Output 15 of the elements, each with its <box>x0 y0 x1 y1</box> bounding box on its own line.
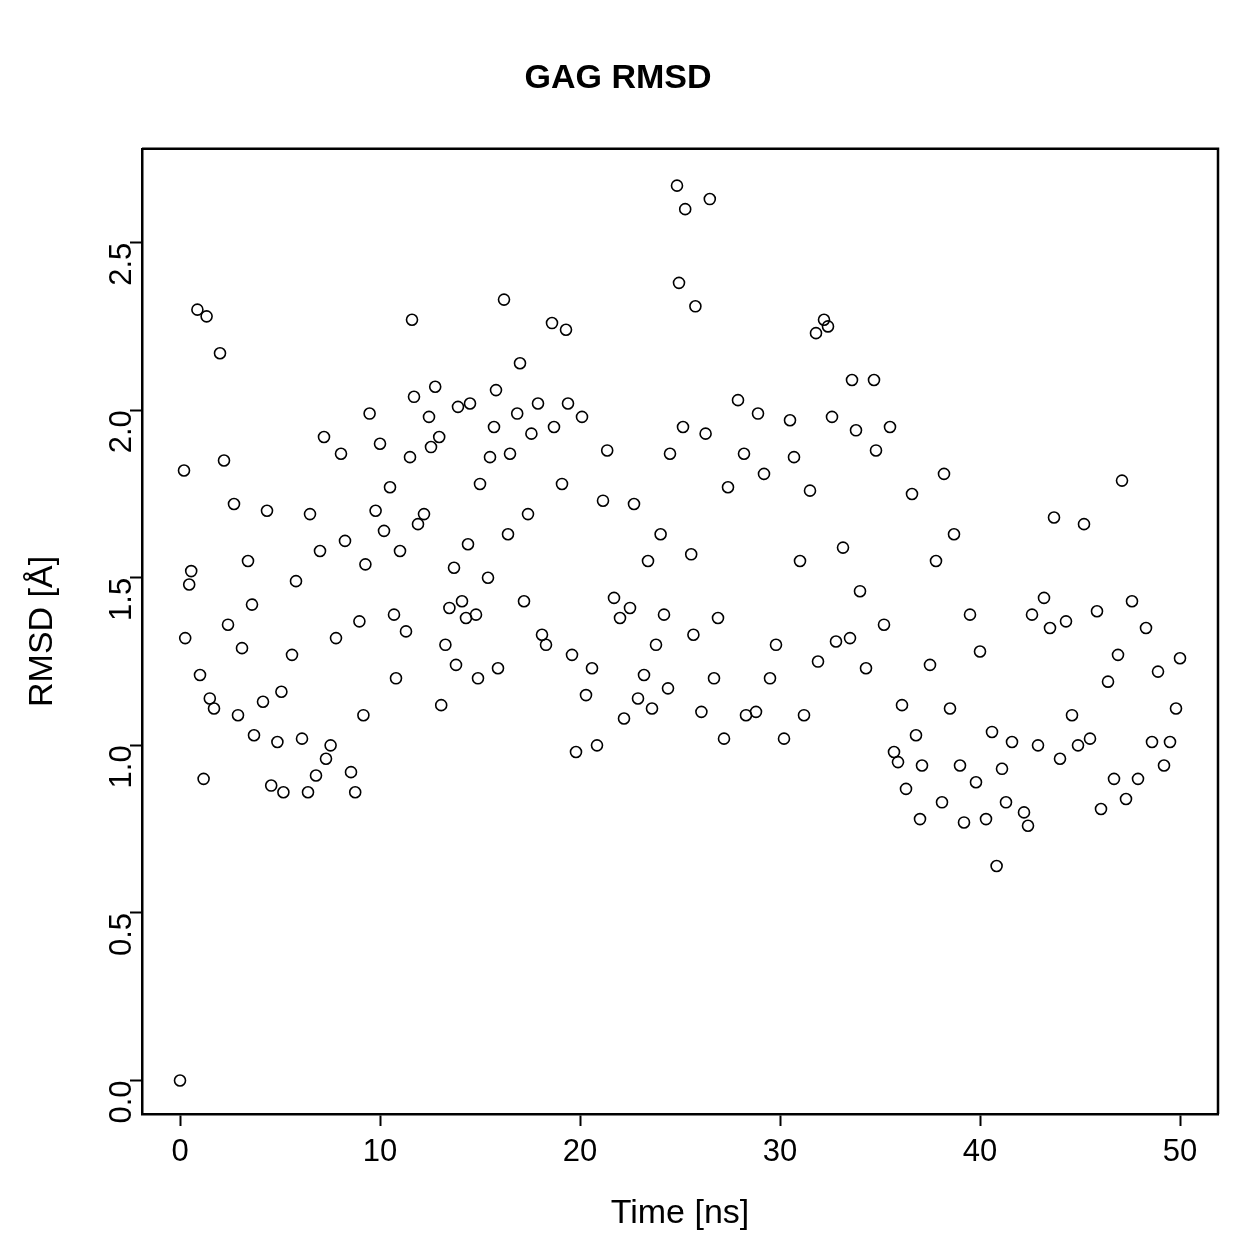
chart-title: GAG RMSD <box>524 56 712 95</box>
x-tick-label: 20 <box>562 1133 598 1169</box>
y-axis-title: RMSD [Å] <box>20 555 59 707</box>
y-tick-label: 0.0 <box>102 1080 138 1124</box>
y-tick-label: 2.5 <box>102 242 138 286</box>
x-tick-label: 10 <box>362 1133 398 1169</box>
x-tick-label: 0 <box>171 1133 189 1169</box>
y-tick-label: 2.0 <box>102 410 138 454</box>
y-tick-label: 1.5 <box>102 577 138 621</box>
x-tick-label: 30 <box>762 1133 798 1169</box>
y-tick-label: 1.0 <box>102 745 138 789</box>
x-tick-label: 40 <box>962 1133 998 1169</box>
y-tick-label: 0.5 <box>102 912 138 957</box>
x-axis-title: Time [ns] <box>610 1191 750 1230</box>
x-tick-label: 50 <box>1162 1133 1198 1169</box>
